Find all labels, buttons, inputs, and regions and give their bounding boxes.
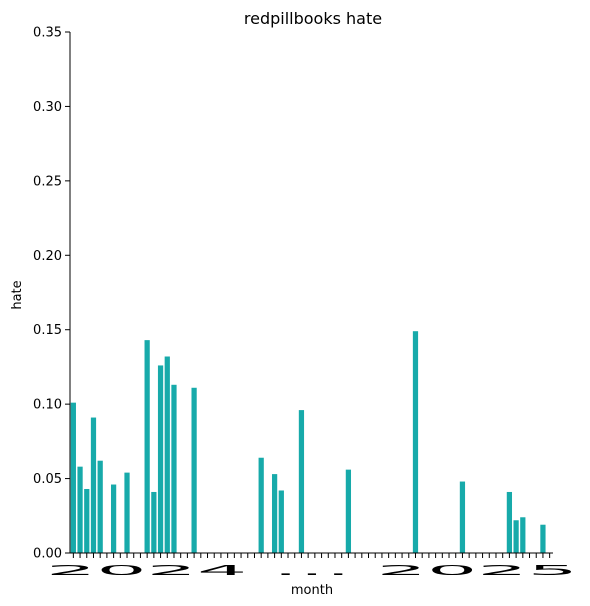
bar: [151, 491, 157, 553]
bar: [258, 457, 264, 553]
y-tick-label: 0.35: [33, 26, 62, 41]
y-axis-title: hate: [10, 280, 25, 309]
x-tick-labels-overlapping: 2024 … 2025: [46, 564, 578, 579]
y-tick-label: 0.10: [33, 398, 62, 413]
x-axis-title: month: [291, 583, 333, 598]
y-tick-label: 0.20: [33, 249, 62, 264]
bar: [459, 481, 466, 553]
bar: [164, 356, 170, 553]
y-tick-label: 0.30: [33, 100, 62, 115]
x-axis-ticks: [72, 553, 551, 558]
bar: [110, 484, 117, 553]
bar: [84, 488, 90, 553]
bar: [157, 365, 164, 553]
bar: [171, 384, 177, 553]
y-tick-label: 0.00: [33, 547, 62, 562]
bar: [412, 331, 419, 553]
bar: [520, 517, 526, 553]
bar: [506, 491, 513, 553]
bar: [90, 417, 97, 553]
bar: [271, 474, 278, 553]
bar: [278, 490, 284, 553]
bar: [540, 524, 546, 553]
bar: [513, 520, 519, 553]
y-tick-label: 0.15: [33, 323, 62, 338]
bar: [345, 469, 352, 553]
bar: [124, 472, 130, 553]
y-tick-label: 0.25: [33, 174, 62, 189]
bars: [70, 331, 546, 553]
bar: [298, 410, 305, 553]
bar: [97, 460, 103, 553]
y-axis-ticks: 0.00 0.05 0.10 0.15 0.20 0.25 0.30 0.35: [33, 26, 70, 562]
chart-title: redpillbooks hate: [244, 9, 382, 28]
y-tick-label: 0.05: [33, 472, 62, 487]
bar: [191, 387, 197, 553]
bar: [144, 340, 150, 553]
bar: [77, 466, 83, 553]
bar: [70, 402, 76, 553]
